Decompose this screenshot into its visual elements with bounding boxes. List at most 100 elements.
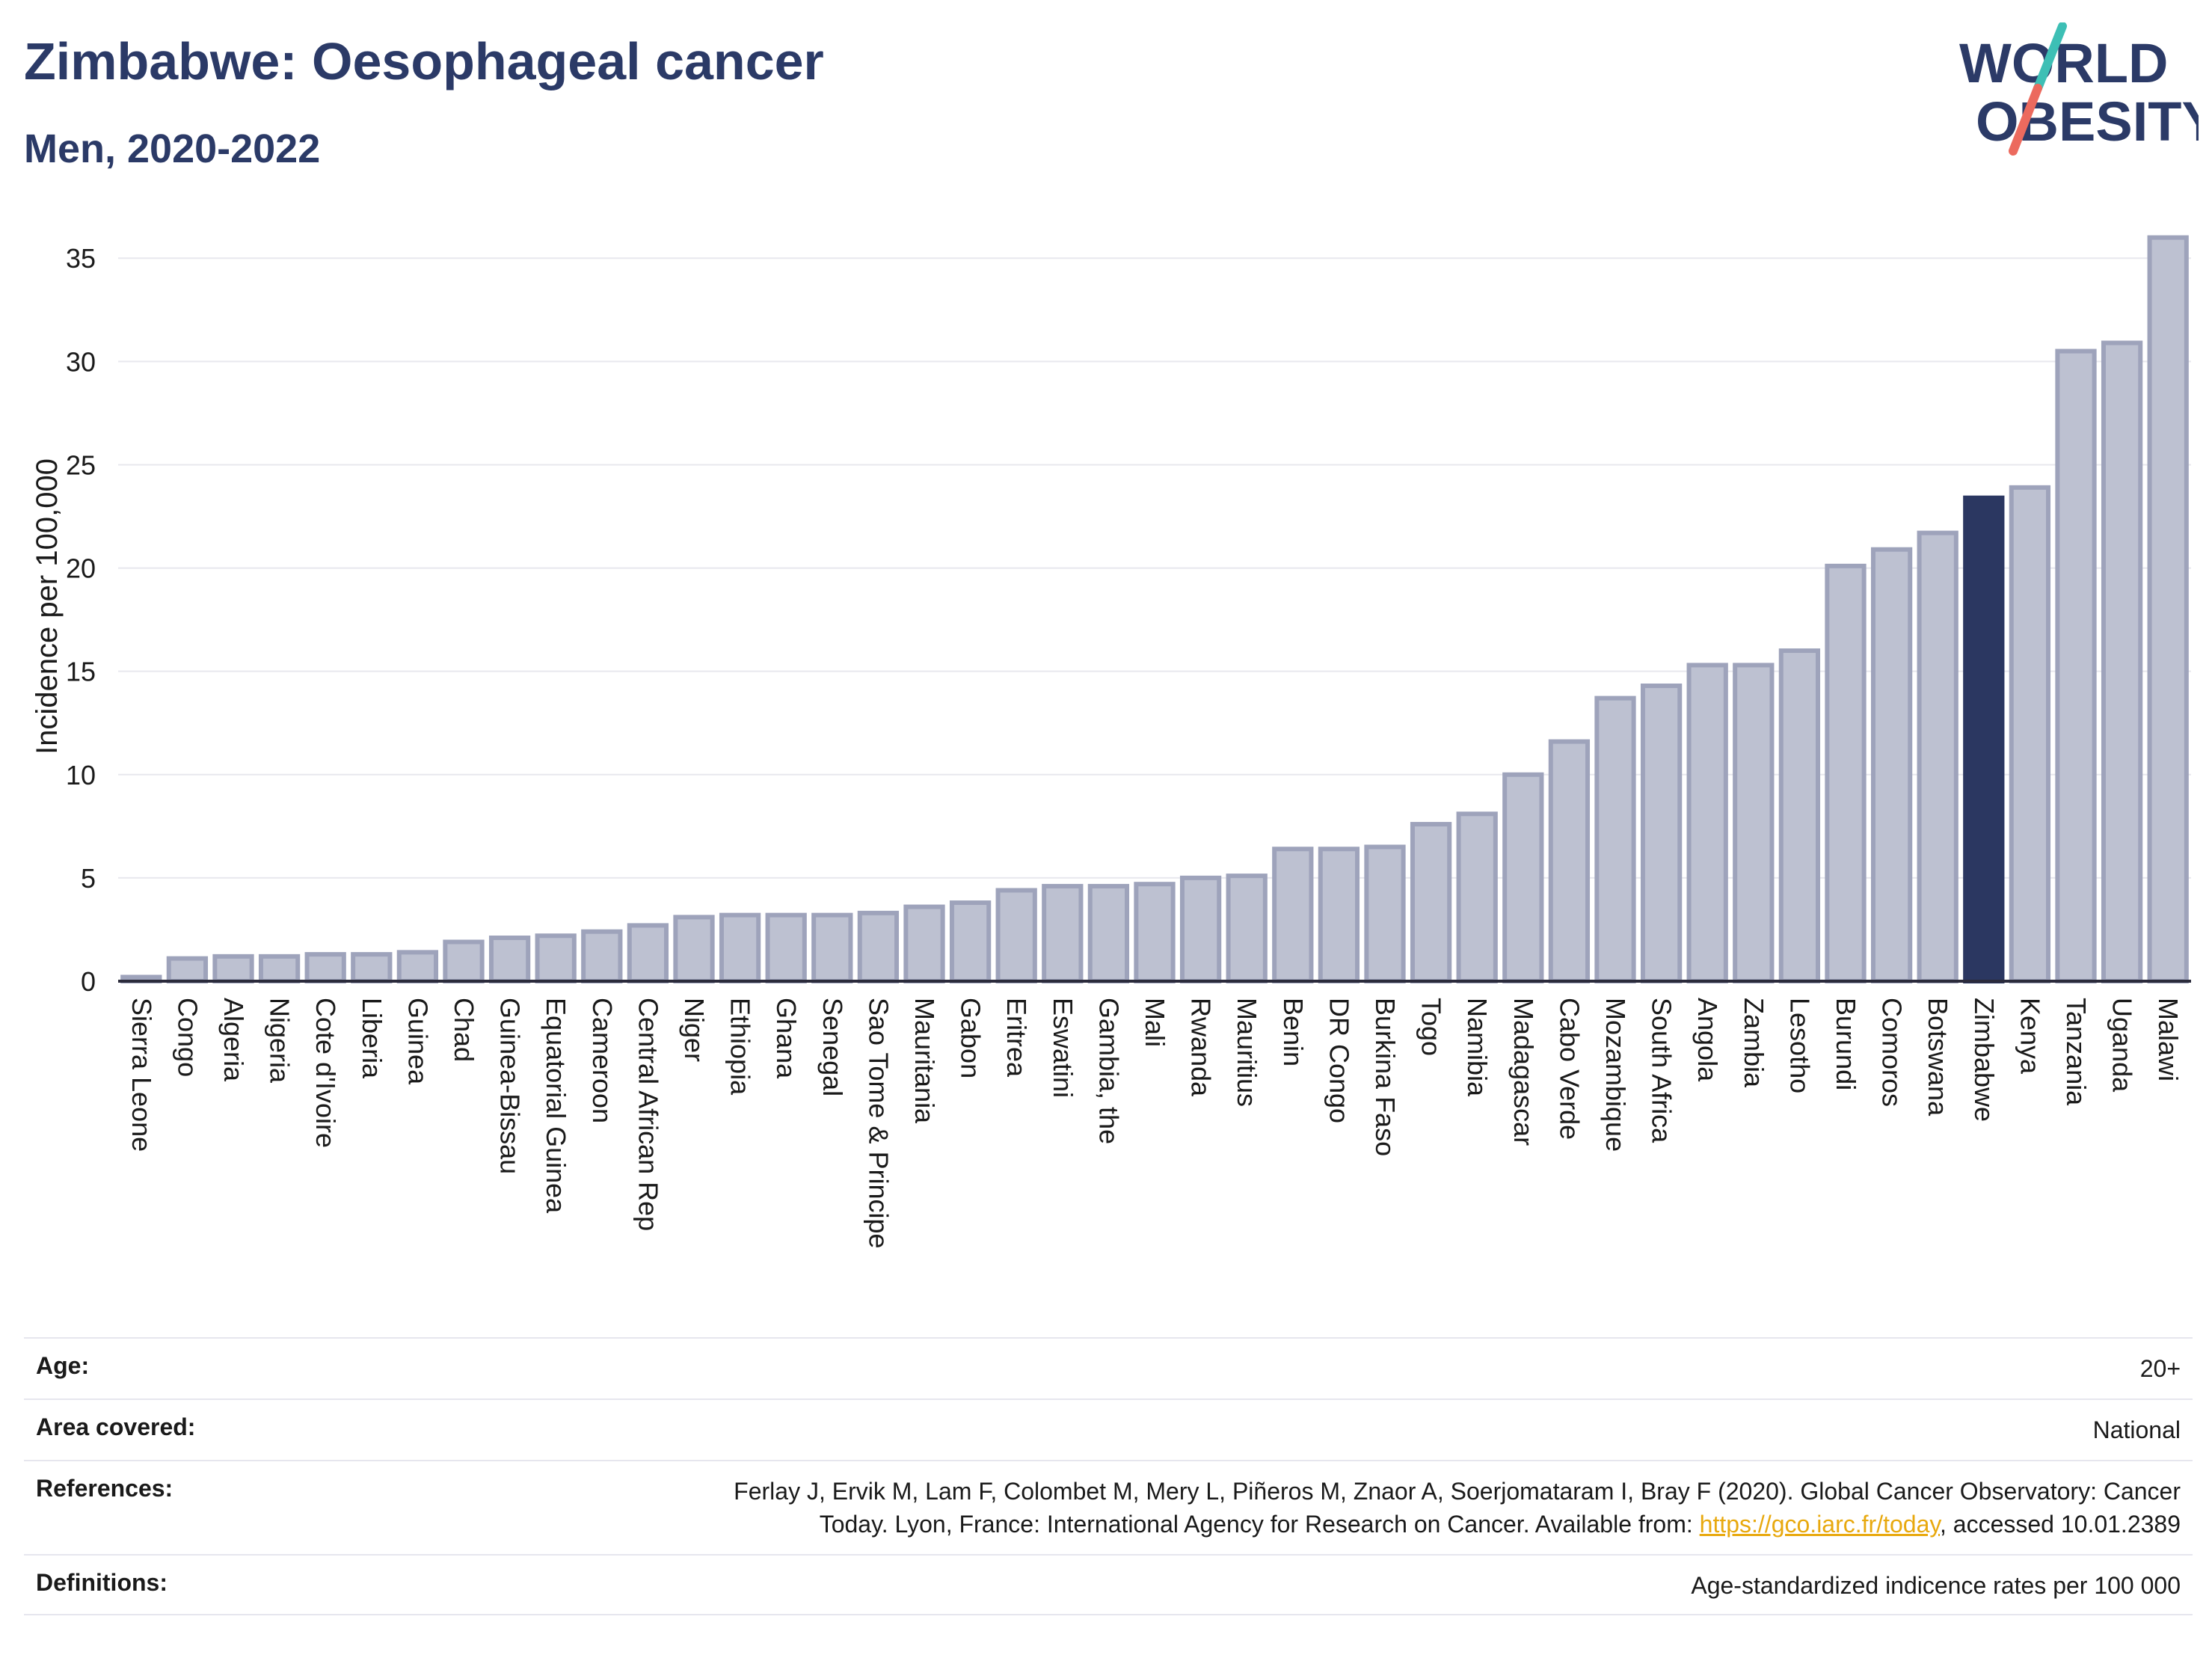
- bar-dr-congo: [1318, 847, 1360, 984]
- y-tick-label: 0: [81, 966, 96, 997]
- logo-teal-slash: [2033, 22, 2067, 93]
- logo-coral-slash: [2009, 84, 2042, 156]
- bar-mali: [1134, 882, 1176, 983]
- y-tick-label: 15: [66, 657, 96, 687]
- reference-link[interactable]: https://gco.iarc.fr/today: [1699, 1511, 1940, 1538]
- x-tick-label: Kenya: [2015, 998, 2045, 1075]
- x-tick-label: Mozambique: [1600, 998, 1631, 1152]
- bar-nigeria: [258, 954, 301, 983]
- x-tick-label: Liberia: [357, 998, 387, 1079]
- x-axis-ticks: Sierra Leone Congo Algeria Nigeria Cote d'Iv…: [126, 998, 2184, 1249]
- x-tick-label: Malawi: [2153, 998, 2184, 1081]
- y-tick-label: 5: [81, 863, 96, 894]
- y-tick-label: 20: [66, 553, 96, 584]
- x-tick-label: Benin: [1278, 998, 1309, 1066]
- x-tick-label: Algeria: [218, 998, 249, 1082]
- bar-senegal: [811, 912, 853, 984]
- bar-uganda: [2101, 340, 2143, 983]
- y-tick-label: 10: [66, 760, 96, 790]
- info-row: Age: 20+: [24, 1337, 2193, 1398]
- x-tick-label: Rwanda: [1186, 998, 1217, 1097]
- bar-mozambique: [1594, 696, 1636, 984]
- x-tick-label: Mauritius: [1232, 998, 1262, 1107]
- x-tick-label: Gambia, the: [1093, 998, 1124, 1144]
- info-key: Area covered:: [36, 1413, 196, 1440]
- info-table: Age: 20+ Area covered: National References: F…: [24, 1337, 2193, 1615]
- world-obesity-logo: WORLD OBESITY: [1959, 22, 2199, 156]
- bar-botswana: [1917, 530, 1958, 983]
- bar-lesotho: [1778, 648, 1821, 984]
- y-tick-label: 25: [66, 449, 96, 480]
- y-axis-label: Incidence per 100,000: [31, 458, 64, 755]
- bar-togo: [1410, 822, 1452, 984]
- x-tick-label: Cote d'Ivoire: [310, 998, 341, 1148]
- bar-algeria: [212, 954, 254, 983]
- x-tick-label: Nigeria: [265, 998, 295, 1084]
- x-tick-label: Senegal: [817, 998, 848, 1096]
- bar-namibia: [1456, 811, 1498, 984]
- bar-madagascar: [1502, 772, 1544, 984]
- chart-subtitle: Men, 2020-2022: [24, 126, 321, 171]
- logo-line-1: WORLD: [1959, 32, 2169, 94]
- x-tick-label: Equatorial Guinea: [541, 998, 571, 1214]
- bar-equatorial-guinea: [535, 933, 577, 983]
- x-tick-label: Zambia: [1739, 998, 1769, 1088]
- info-key: Age:: [36, 1352, 90, 1379]
- x-tick-label: Central African Rep: [633, 998, 663, 1231]
- info-value: Ferlay J, Ervik M, Lam F, Colombet M, Me…: [734, 1478, 2181, 1538]
- info-key: Definitions:: [36, 1569, 168, 1596]
- bar-benin: [1272, 847, 1314, 984]
- bar-cabo-verde: [1548, 739, 1591, 983]
- x-tick-label: South Africa: [1647, 998, 1677, 1143]
- x-tick-label: Comoros: [1877, 998, 1908, 1107]
- bars: [120, 235, 2189, 984]
- x-tick-label: Gabon: [956, 998, 986, 1078]
- bar-niger: [673, 915, 715, 983]
- bar-kenya: [2009, 485, 2051, 983]
- info-row: Definitions: Age-standardized indicence r…: [24, 1554, 2193, 1615]
- bar-comoros: [1870, 547, 1913, 983]
- bar-guinea: [396, 950, 439, 983]
- info-value: 20+: [2139, 1355, 2181, 1382]
- x-tick-label: Chad: [449, 998, 479, 1062]
- chart-title: Zimbabwe: Oesophageal cancer: [24, 32, 824, 90]
- x-tick-label: Eritrea: [1001, 998, 1032, 1078]
- x-tick-label: Lesotho: [1784, 998, 1815, 1093]
- bar-guinea-bissau: [488, 935, 531, 984]
- x-tick-label: Namibia: [1462, 998, 1493, 1097]
- info-row: Area covered: National: [24, 1398, 2193, 1460]
- x-tick-label: Zimbabwe: [1969, 998, 2000, 1122]
- bar-burundi: [1825, 563, 1867, 983]
- x-tick-label: Angola: [1692, 998, 1723, 1082]
- info-value: National: [2092, 1416, 2181, 1443]
- bar-congo: [166, 956, 209, 983]
- info-row: References: Ferlay J, Ervik M, Lam F, Col…: [24, 1460, 2193, 1554]
- x-tick-label: Eswatini: [1048, 998, 1078, 1098]
- x-tick-label: Guinea: [402, 998, 433, 1085]
- info-value: Age-standardized indicence rates per 100…: [1691, 1572, 2181, 1599]
- bar-ghana: [765, 912, 807, 984]
- bar-malawi: [2147, 235, 2189, 983]
- bar-gambia-the: [1087, 883, 1130, 984]
- x-tick-label: Cameroon: [587, 998, 618, 1123]
- bar-cameroon: [581, 929, 623, 984]
- bar-eritrea: [995, 888, 1037, 983]
- bar-tanzania: [2055, 348, 2097, 983]
- bar-south-africa: [1640, 684, 1683, 983]
- x-tick-label: Congo: [172, 998, 203, 1077]
- x-tick-label: Mauritania: [909, 998, 940, 1124]
- bar-gabon: [949, 900, 992, 984]
- x-tick-label: Tanzania: [2061, 998, 2092, 1106]
- x-tick-label: DR Congo: [1324, 998, 1354, 1123]
- bar-ethiopia: [719, 912, 761, 984]
- bar-angola: [1686, 663, 1728, 983]
- y-tick-label: 30: [66, 346, 96, 377]
- y-axis-ticks: 0 5 10 15 20 25 30 35: [66, 243, 96, 997]
- x-tick-label: Sierra Leone: [126, 998, 157, 1152]
- x-tick-label: Ethiopia: [725, 998, 756, 1096]
- x-tick-label: Ghana: [771, 998, 802, 1079]
- bar-burkina-faso: [1364, 844, 1406, 984]
- bar-zambia: [1733, 663, 1775, 983]
- bar-chad: [443, 939, 485, 983]
- x-tick-label: Madagascar: [1508, 998, 1539, 1146]
